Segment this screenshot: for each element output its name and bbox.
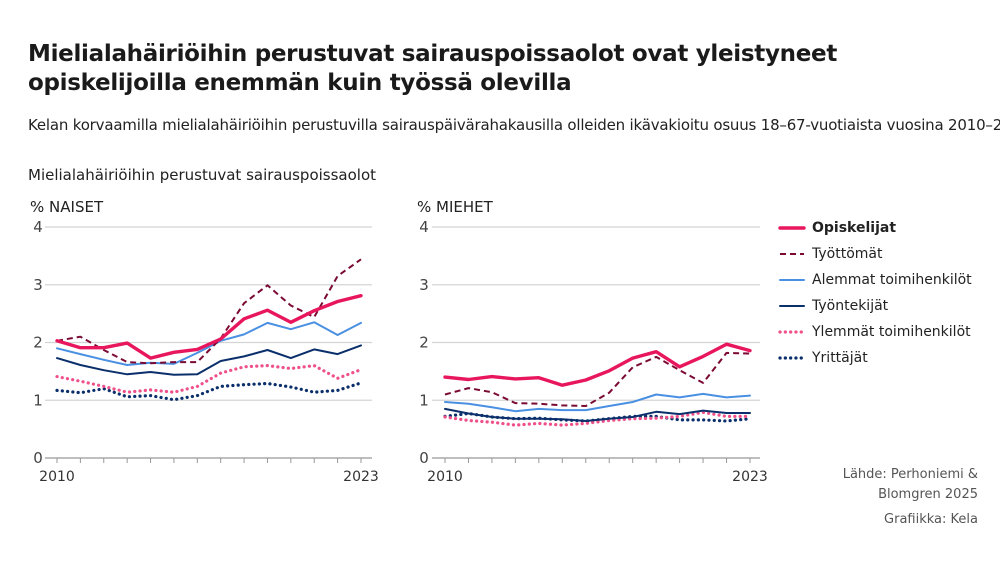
plot-naiset: 0 1 2 3 4 2010 2023 — [33, 218, 379, 485]
legend-item: Alemmat toimihenkilöt — [778, 267, 972, 293]
x-tick-label: 2023 — [343, 469, 379, 485]
x-tick-label: 2010 — [39, 469, 75, 485]
y-tick-label: 1 — [33, 391, 43, 409]
y-tick-label: 2 — [419, 334, 429, 352]
panel-label-naiset: % NAISET — [30, 198, 103, 216]
y-tick-label: 1 — [419, 391, 429, 409]
series-line-työttömät — [56, 258, 362, 365]
y-tick-label: 3 — [419, 276, 429, 294]
legend-item: Työttömät — [778, 241, 972, 267]
y-unit: % — [30, 198, 45, 216]
series-line-yrittäjät — [55, 381, 363, 402]
y-tick-label: 3 — [33, 276, 43, 294]
y-tick-label: 4 — [419, 218, 429, 236]
legend-swatch — [778, 356, 806, 360]
panel-label-miehet: % MIEHET — [417, 198, 493, 216]
subtitle: Kelan korvaamilla mielialahäiriöihin per… — [28, 116, 1000, 134]
series-line-työntekijät — [444, 407, 751, 422]
legend-swatch — [778, 226, 806, 230]
page-title: Mielialahäiriöihin perustuvat sairauspoi… — [28, 41, 838, 96]
legend-item: Työntekijät — [778, 293, 972, 319]
series-line-alemmat-toimihenkilöt — [444, 392, 751, 413]
legend-swatch — [780, 253, 804, 255]
source-line: Blomgren 2025 — [878, 487, 978, 502]
panel-title: NAISET — [49, 198, 104, 216]
series-line-opiskelijat — [443, 342, 752, 387]
y-unit: % — [417, 198, 432, 216]
y-tick-label: 4 — [33, 218, 43, 236]
source-line: Lähde: Perhoniemi & — [842, 467, 978, 482]
legend-label: Ylemmät toimihenkilöt — [812, 324, 971, 340]
legend-label: Yrittäjät — [812, 350, 868, 366]
y-tick-label: 0 — [419, 449, 429, 467]
y-tick-label: 2 — [33, 334, 43, 352]
credit: Grafiikka: Kela — [884, 512, 978, 527]
series-line-opiskelijat — [55, 294, 363, 360]
legend-label: Työttömät — [812, 246, 883, 262]
legend: Opiskelijat Työttömät Alemmat toimihenkilö… — [778, 215, 972, 371]
panel-title: MIEHET — [436, 198, 493, 216]
legend-item: Ylemmät toimihenkilöt — [778, 319, 972, 345]
y-tick-label: 0 — [33, 449, 43, 467]
source: Lähde: Perhoniemi & Blomgren 2025 — [843, 465, 978, 505]
legend-item: Yrittäjät — [778, 345, 972, 371]
legend-item: Opiskelijat — [778, 215, 972, 241]
legend-label: Työntekijät — [812, 298, 889, 314]
series-line-työntekijät — [56, 344, 362, 376]
legend-label: Opiskelijat — [812, 220, 897, 236]
series-line-ylemmät-toimihenkilöt — [55, 364, 363, 394]
series-line-työttömät — [444, 351, 751, 407]
x-tick-label: 2010 — [427, 469, 463, 485]
legend-swatch — [779, 305, 805, 307]
legend-swatch — [779, 279, 805, 281]
legend-swatch — [778, 330, 806, 334]
plot-miehet: 0 1 2 3 4 2010 2023 — [419, 218, 768, 485]
chart-title: Mielialahäiriöihin perustuvat sairauspoi… — [28, 166, 377, 184]
series-line-alemmat-toimihenkilöt — [56, 321, 362, 366]
legend-label: Alemmat toimihenkilöt — [812, 272, 972, 288]
x-tick-label: 2023 — [732, 469, 768, 485]
series-line-ylemmät-toimihenkilöt — [443, 410, 752, 427]
